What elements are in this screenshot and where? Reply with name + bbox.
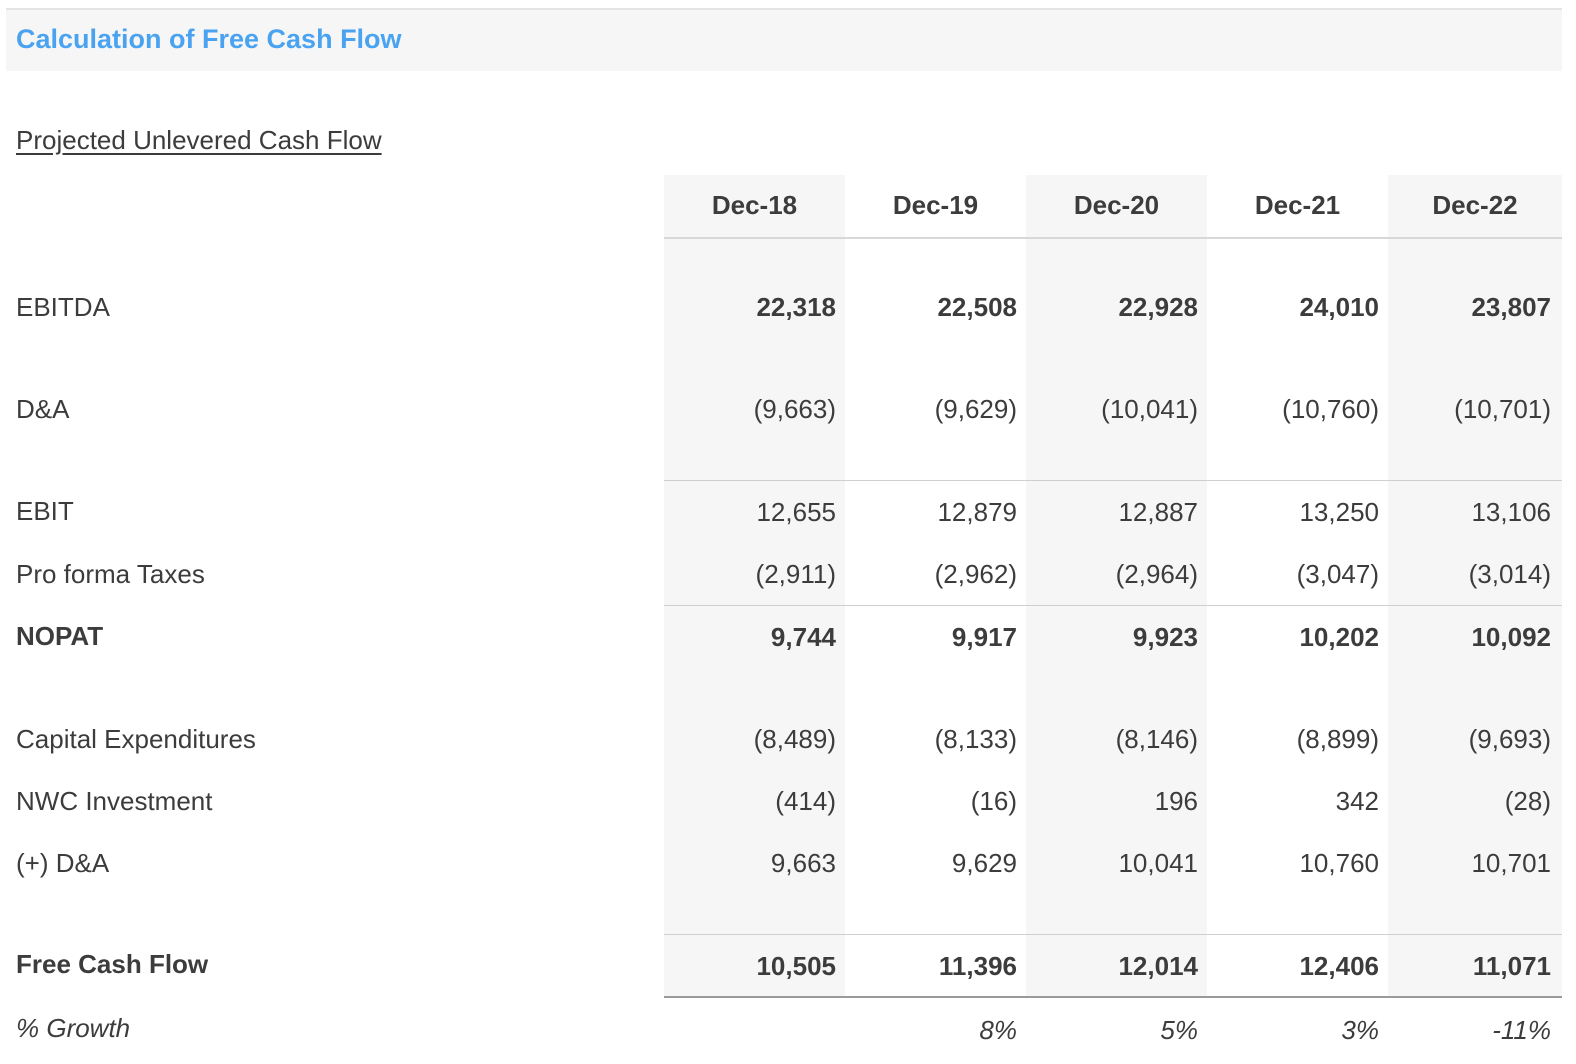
table-cell: 12,406 xyxy=(1299,951,1379,981)
header-divider xyxy=(664,237,1562,239)
column-background xyxy=(1207,175,1388,997)
table-cell: 12,879 xyxy=(937,497,1017,527)
table-cell: 12,014 xyxy=(1118,951,1198,981)
table-cell: 9,629 xyxy=(951,848,1017,878)
section-subtitle: Projected Unlevered Cash Flow xyxy=(16,125,382,155)
table-cell: (8,489) xyxy=(753,724,836,754)
table-cell: 8% xyxy=(979,1015,1017,1045)
row-label-ebit: EBIT xyxy=(16,496,74,526)
table-cell: 10,041 xyxy=(1118,848,1198,878)
column-background xyxy=(1388,175,1562,997)
table-cell: (2,962) xyxy=(934,559,1017,589)
table-cell: (10,701) xyxy=(1454,394,1551,424)
table-cell: (9,693) xyxy=(1468,724,1551,754)
table-cell: 10,505 xyxy=(756,951,836,981)
column-background xyxy=(664,175,845,997)
table-cell: 10,701 xyxy=(1471,848,1551,878)
page-title: Calculation of Free Cash Flow xyxy=(16,24,402,54)
table-cell: (10,760) xyxy=(1282,394,1379,424)
table-cell: 12,887 xyxy=(1118,497,1198,527)
column-header: Dec-20 xyxy=(1073,190,1160,220)
table-cell: 23,807 xyxy=(1471,292,1551,322)
row-label-ebitda: EBITDA xyxy=(16,292,110,322)
row-label-capital-expenditures: Capital Expenditures xyxy=(16,724,256,754)
row-label-nopat: NOPAT xyxy=(16,621,104,651)
table-cell: 11,396 xyxy=(938,951,1017,981)
column-background xyxy=(845,175,1026,997)
column-header: Dec-21 xyxy=(1254,190,1341,220)
table-cell: 11,071 xyxy=(1472,951,1551,981)
row-label-nwc-investment: NWC Investment xyxy=(16,786,213,816)
table-cell: 9,663 xyxy=(770,848,836,878)
ebit-divider xyxy=(664,480,1562,481)
table-cell: (2,964) xyxy=(1115,559,1198,589)
table-cell: 196 xyxy=(1154,786,1198,816)
nopat-divider xyxy=(664,605,1562,606)
table-cell: 3% xyxy=(1341,1015,1379,1045)
fcf-top-divider xyxy=(664,934,1562,935)
row-label-growth: % Growth xyxy=(16,1013,131,1043)
table-cell: (2,911) xyxy=(755,559,836,589)
table-cell: (8,133) xyxy=(934,724,1017,754)
table-cell: (8,899) xyxy=(1296,724,1379,754)
table-cell: 10,202 xyxy=(1299,622,1379,652)
table-cell: 5% xyxy=(1160,1015,1198,1045)
table-cell: (28) xyxy=(1504,786,1551,816)
table-cell: 22,508 xyxy=(937,292,1017,322)
table-cell: 22,318 xyxy=(756,292,836,322)
row-label-free-cash-flow: Free Cash Flow xyxy=(16,949,209,979)
table-cell: 10,760 xyxy=(1299,848,1379,878)
table-cell: 22,928 xyxy=(1118,292,1198,322)
column-header: Dec-19 xyxy=(892,190,979,220)
table-cell: 24,010 xyxy=(1299,292,1379,322)
title-bar: Calculation of Free Cash Flow xyxy=(6,8,1562,71)
table-cell: 9,744 xyxy=(770,622,836,652)
table-cell: (8,146) xyxy=(1115,724,1198,754)
table-cell: (9,629) xyxy=(934,394,1017,424)
table-cell: 12,655 xyxy=(756,497,836,527)
row-label-da: D&A xyxy=(16,394,70,424)
table-cell: 9,917 xyxy=(951,622,1017,652)
table-cell: (9,663) xyxy=(753,394,836,424)
table-cell: (10,041) xyxy=(1101,394,1198,424)
table-cell: (414) xyxy=(775,786,836,816)
table-cell: (3,047) xyxy=(1296,559,1379,589)
table-cell: (3,014) xyxy=(1468,559,1551,589)
table-cell: 13,250 xyxy=(1299,497,1379,527)
row-label-pro-forma-taxes: Pro forma Taxes xyxy=(16,559,205,589)
column-header: Dec-22 xyxy=(1432,190,1518,220)
table-cell: 9,923 xyxy=(1132,622,1198,652)
column-background xyxy=(1026,175,1207,997)
row-label-plus-da: (+) D&A xyxy=(16,848,110,878)
column-header: Dec-18 xyxy=(711,190,798,220)
table-cell: 342 xyxy=(1335,786,1379,816)
table-cell: 13,106 xyxy=(1471,497,1551,527)
table-cell: (16) xyxy=(970,786,1017,816)
table-cell: 10,092 xyxy=(1471,622,1551,652)
fcf-bottom-divider xyxy=(664,996,1562,998)
table-cell: -11% xyxy=(1492,1015,1551,1045)
